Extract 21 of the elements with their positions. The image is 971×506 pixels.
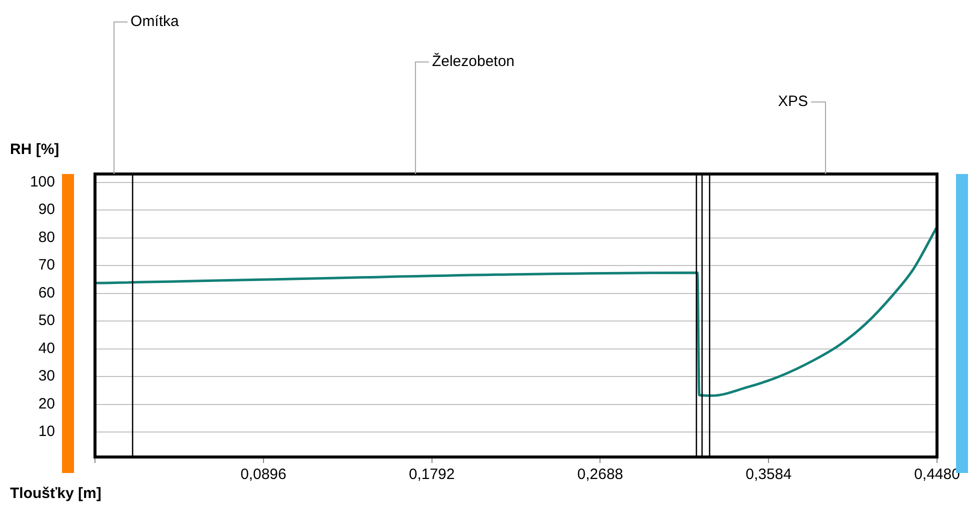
text: Železobeton	[432, 52, 515, 70]
line-series	[95, 226, 937, 397]
y-tick-label: 10	[38, 423, 55, 440]
x-tick-label: 0,2688	[577, 466, 624, 484]
y-tick-label: 50	[38, 312, 55, 330]
text: Omítka	[130, 13, 180, 30]
text: XPS	[778, 93, 808, 110]
x-tick-label: 0,3584	[746, 466, 792, 484]
x-tick-label: 0,1792	[408, 466, 455, 484]
x-tick-label: 0,0896	[240, 466, 286, 484]
y-tick-label: 100	[30, 173, 55, 190]
x-axis-title: Tloušťky [m]	[10, 485, 102, 502]
y-tick-label: 70	[38, 256, 55, 274]
y-tick-label: 40	[38, 340, 55, 357]
y-axis-title: RH [%]	[10, 141, 60, 158]
y-tick-label: 90	[38, 201, 55, 218]
y-tick-label: 30	[38, 368, 55, 385]
y-tick-label: 80	[38, 228, 55, 246]
y-tick-label: 60	[38, 284, 55, 302]
x-tick-label: 0,4480	[914, 466, 960, 484]
y-tick-label: 20	[38, 395, 55, 412]
